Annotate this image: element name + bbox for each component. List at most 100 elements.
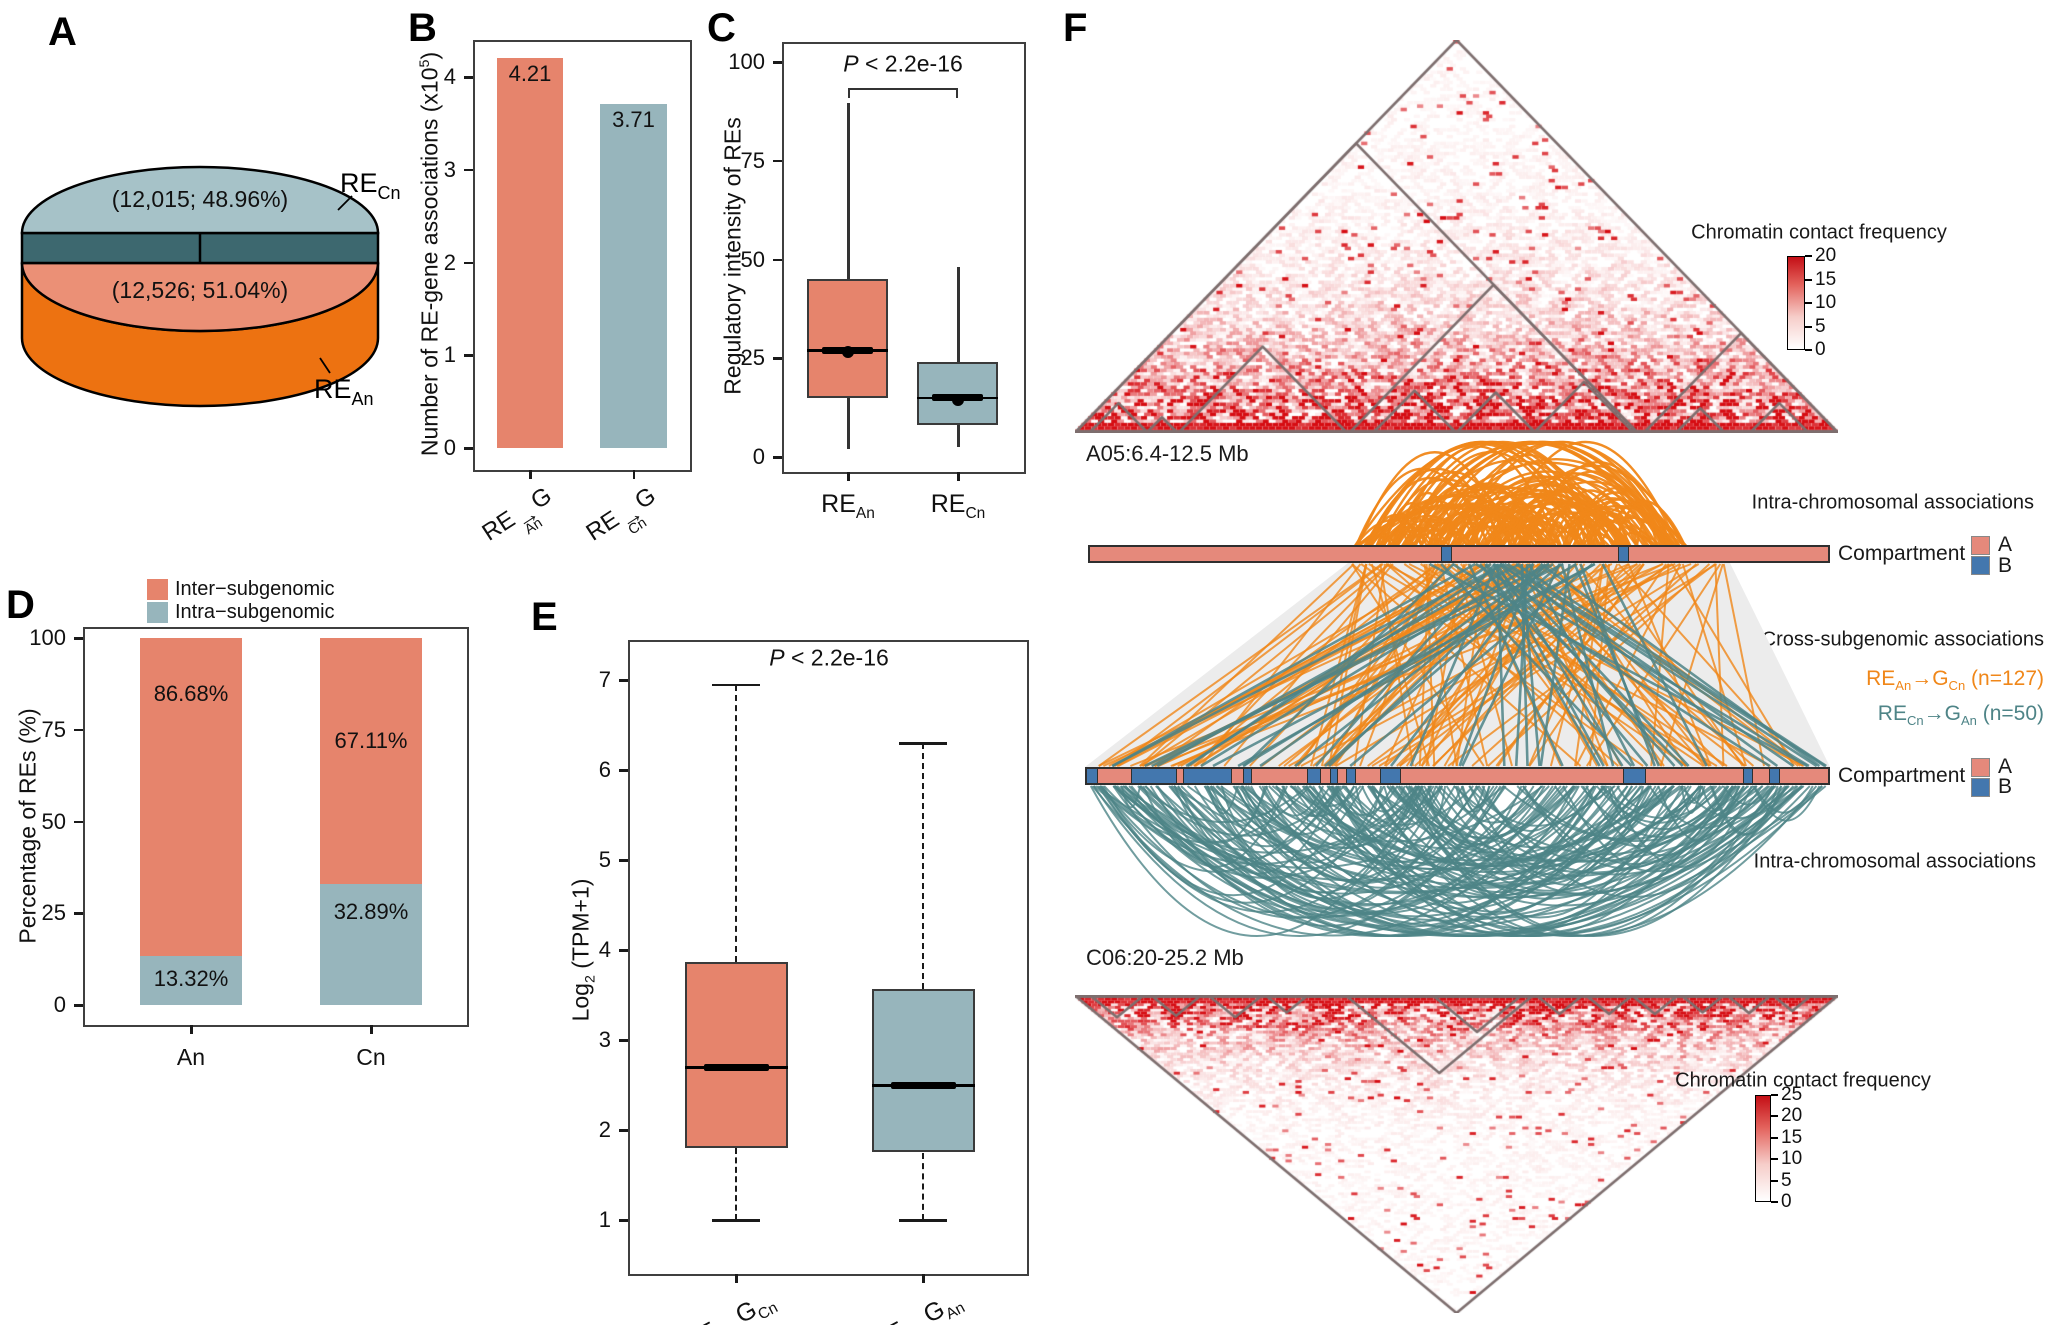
cross-links-teal (1111, 562, 1827, 768)
panel-e-box-0-whisker-cap-bottom (712, 1219, 760, 1222)
panel-c-p-italic: P (843, 50, 859, 77)
panel-e-y-tick-label: 1 (598, 1207, 611, 1232)
intra-arc-orange (1380, 513, 1409, 547)
cross-link-teal (1506, 562, 1826, 768)
intra-arc-orange (1469, 525, 1505, 547)
bar-value-label: 4.21 (508, 60, 552, 86)
cross-link-orange (1383, 563, 1479, 767)
panel-e-p-italic: P (769, 644, 785, 671)
intra-arc-teal (1237, 785, 1444, 850)
compartment-segment-a (1337, 769, 1347, 783)
compartment-segment-a (1090, 547, 1441, 561)
cross-link-teal (1492, 563, 1605, 767)
compartment-b-swatch-top (1971, 556, 1990, 575)
intra-arc-teal (1264, 785, 1325, 817)
cross-link-orange (1200, 563, 1362, 767)
compartment-segment-b (1617, 547, 1628, 561)
cross-link-orange (1551, 563, 1711, 767)
colorbar-tick-label: 15 (1781, 1126, 1803, 1148)
compartment-b-label-bottom: B (1998, 775, 2013, 798)
colorbar-tick-label: 20 (1781, 1105, 1803, 1127)
cross-link-teal (1112, 562, 1476, 768)
compartment-a-swatch-top (1971, 536, 1990, 555)
panel-c-x-label: REAn (821, 490, 875, 523)
panel-d-y-tick-label: 100 (29, 625, 66, 650)
cat-pre: RE (821, 490, 856, 518)
cross-link-teal (1349, 563, 1594, 767)
hic-heatmap-top (1075, 40, 1838, 433)
colorbar-tick (1805, 302, 1812, 304)
cross-link-orange (1604, 563, 1744, 767)
cross-link-orange (1558, 563, 1687, 767)
colorbar-tick (1805, 325, 1812, 328)
colorbar-top (1787, 256, 1805, 350)
panel-d-x-tick (370, 1025, 373, 1034)
panel-c-y-tick (773, 456, 782, 459)
stacked-bar-Cn-inter (320, 638, 422, 885)
panel-e-box-0-whisker-cap-top (712, 683, 760, 686)
panel-b-y-tick (464, 76, 473, 79)
intra-arc-orange (1402, 451, 1580, 547)
panel-b-y-tick-label: 1 (443, 342, 456, 368)
intra-arc-teal (1128, 785, 1638, 927)
compartment-segment-a (1319, 769, 1330, 783)
panel-c-x-tick (957, 472, 960, 481)
colorbar-tick (1771, 1136, 1778, 1139)
compartment-a-label-top: A (1998, 533, 2013, 556)
compartment-segment-b (1622, 769, 1645, 783)
intra-arc-teal (1522, 785, 1745, 865)
pie-an-label: REAn (314, 374, 374, 409)
colorbar-tick (1771, 1179, 1778, 1182)
colorbar-tick-label: 5 (1815, 315, 1826, 337)
intra-arc-teal (1193, 785, 1340, 848)
compartment-segment-a (1778, 769, 1828, 783)
panel-c-y-tick-label: 25 (740, 345, 765, 371)
panel-c-box-Cn-whisker (957, 267, 960, 448)
panel-b-y-tick (464, 168, 473, 172)
panel-c-x-label: RECn (931, 490, 986, 523)
legend-arrow: → (1923, 701, 1945, 725)
cross-link-teal (1294, 562, 1554, 768)
cross-legend-orange: REAn→GCn (n=127) (1866, 667, 2044, 693)
panel-e-y-tick-label: 5 (598, 847, 611, 872)
region-label-c06: C06:20-25.2 Mb (1086, 945, 1244, 970)
compartment-segment-b (1768, 769, 1779, 783)
compartment-segment-a (1752, 769, 1769, 783)
panel-d-x-tick (190, 1025, 193, 1034)
intra-arc-orange (1547, 521, 1570, 547)
cross-link-teal (1409, 563, 1498, 767)
bar-REAn-G (497, 57, 563, 448)
cat-sub: Cn (965, 505, 986, 522)
panel-e-box-0-whisker-top (735, 684, 737, 962)
legend-sub: Cn (1906, 713, 1924, 729)
cross-link-orange (1408, 563, 1805, 767)
cross-link-orange (1288, 563, 1663, 767)
panel-c-x-tick (847, 472, 850, 481)
stacked-bar-Cn-intra (320, 884, 422, 1005)
panel-c-y-tick-label: 0 (752, 444, 765, 469)
panel-e-p-rest: < 2.2e-16 (784, 644, 889, 671)
panel-c-y-tick (773, 258, 782, 261)
colorbar-bottom (1755, 1095, 1771, 1202)
region-label-a05: A05:6.4-12.5 Mb (1086, 441, 1249, 466)
panel-c-y-tick-label: 75 (740, 147, 765, 173)
pie-slice-an-face (20, 261, 380, 333)
cross-link-orange (1141, 563, 1390, 767)
panel-b-y-tick-label: 2 (443, 249, 456, 275)
colorbar-tick (1805, 255, 1812, 257)
compartment-segment-b (1307, 769, 1320, 783)
legend-sub: An (1895, 678, 1912, 694)
panel-label-e: E (531, 595, 558, 639)
panel-c-box-An-whisker (847, 103, 850, 450)
panel-e-p-value: P < 2.2e-16 (769, 645, 889, 672)
compartment-a-swatch-bottom (1971, 758, 1990, 777)
intra-value-label-cn: 32.89% (333, 899, 409, 924)
inter-value-label-cn: 67.11% (334, 728, 408, 753)
cross-link-teal (1539, 563, 1571, 767)
panel-e-y-tick-label: 6 (598, 757, 611, 782)
compartment-segment-a (1644, 769, 1743, 783)
cross-link-teal (1144, 562, 1564, 768)
intra-arc-teal (1168, 785, 1562, 907)
panel-e-y-tick (619, 1219, 628, 1222)
